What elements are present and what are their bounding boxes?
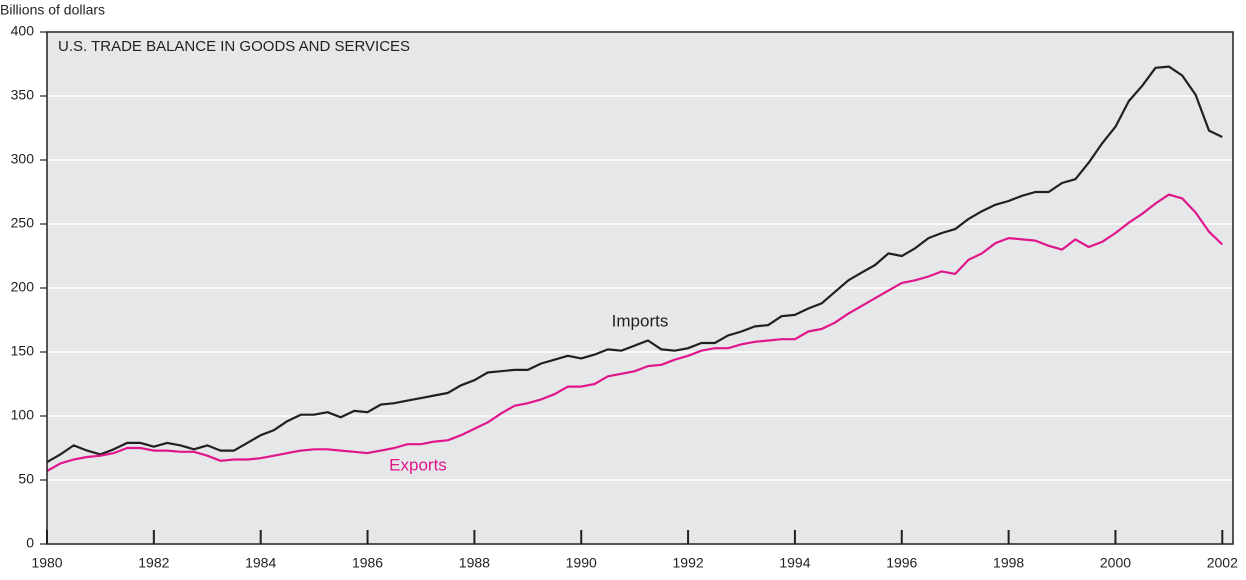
y-axis-label: Billions of dollars xyxy=(0,2,105,18)
x-tick-label: 1980 xyxy=(31,555,62,571)
x-tick-label: 1996 xyxy=(886,555,917,571)
y-tick-label: 200 xyxy=(11,279,35,295)
x-tick-label: 1990 xyxy=(566,555,597,571)
series-label: Exports xyxy=(389,455,447,474)
x-tick-label: 1986 xyxy=(352,555,383,571)
y-tick-label: 350 xyxy=(11,87,35,103)
y-tick-label: 0 xyxy=(26,535,34,551)
y-tick-label: 100 xyxy=(11,407,35,423)
x-tick-label: 1982 xyxy=(138,555,169,571)
y-tick-label: 150 xyxy=(11,343,35,359)
x-tick-label: 1992 xyxy=(673,555,704,571)
data-line xyxy=(46,193,1224,472)
x-tick-label: 1994 xyxy=(779,555,810,571)
data-line xyxy=(46,65,1223,464)
x-tick-label: 1988 xyxy=(459,555,490,571)
x-tick-label: 1998 xyxy=(993,555,1024,571)
x-tick-label: 1984 xyxy=(245,555,276,571)
chart-title: U.S. TRADE BALANCE IN GOODS AND SERVICES xyxy=(58,38,410,55)
y-tick-label: 50 xyxy=(18,471,34,487)
x-tick-label: 2002 xyxy=(1207,555,1238,571)
series-label: Imports xyxy=(612,311,669,330)
y-tick-label: 250 xyxy=(11,215,35,231)
y-tick-label: 300 xyxy=(11,151,35,167)
y-tick-label: 400 xyxy=(11,23,35,39)
x-tick-label: 2000 xyxy=(1100,555,1131,571)
